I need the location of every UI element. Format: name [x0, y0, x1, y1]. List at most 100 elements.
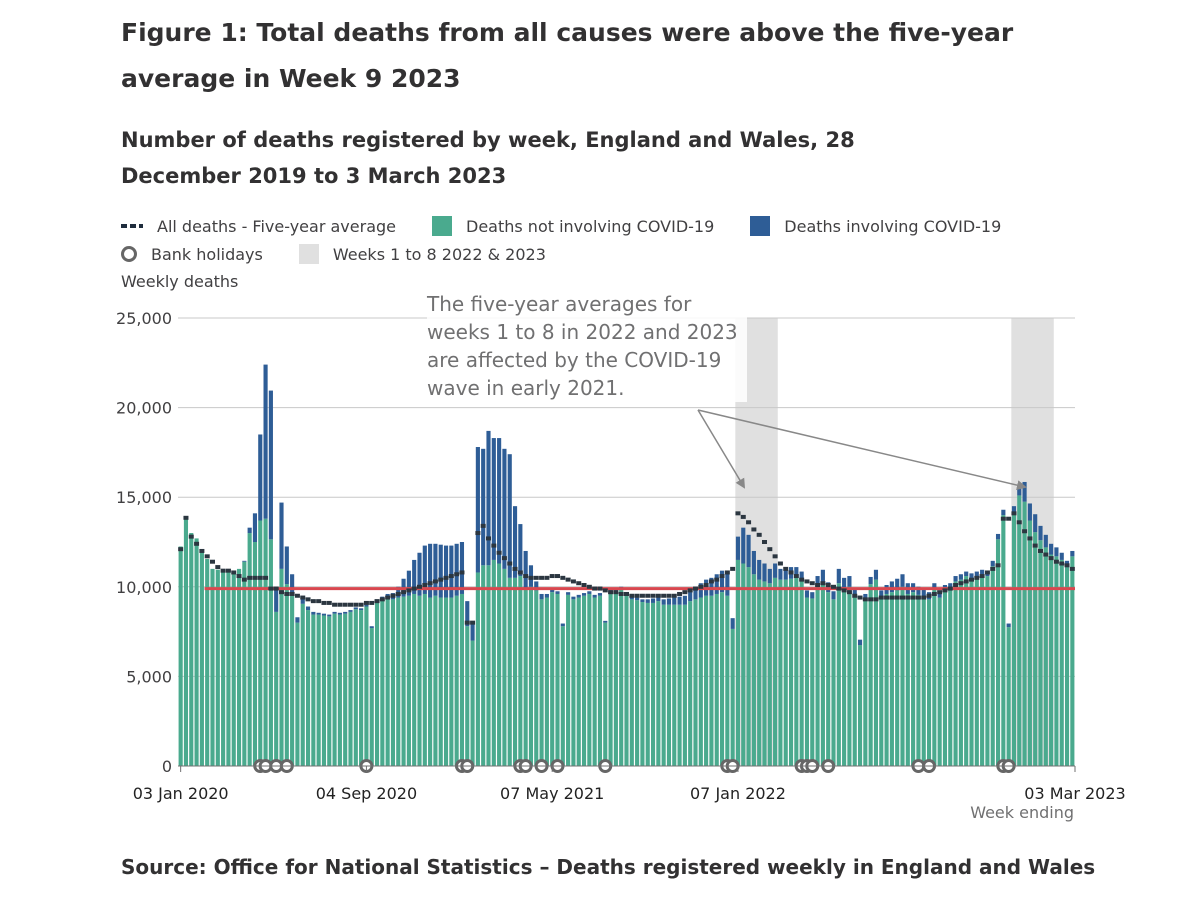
legend-label-average: All deaths - Five-year average [157, 216, 396, 236]
average-marker [698, 584, 704, 589]
annotation-arrows [697, 409, 1027, 491]
average-marker [995, 563, 1001, 568]
legend-label-shaded-weeks: Weeks 1 to 8 2022 & 2023 [332, 244, 546, 264]
average-marker [432, 579, 438, 584]
bar-covid [1006, 623, 1011, 628]
legend-item-covid[interactable]: Deaths involving COVID-19 [750, 216, 1001, 236]
bar-non-covid [831, 599, 836, 766]
legend-swatch-non-covid [432, 216, 452, 236]
bar-covid [698, 583, 703, 598]
legend-label-non-covid: Deaths not involving COVID-19 [466, 216, 715, 236]
bar-non-covid [953, 581, 958, 766]
bar-non-covid [518, 576, 523, 766]
bar-covid [438, 544, 443, 598]
bar-non-covid [581, 595, 587, 766]
bar-non-covid [783, 579, 788, 766]
bar-covid [311, 611, 316, 615]
bar-covid [762, 563, 767, 582]
average-marker [252, 575, 258, 580]
bar-covid [921, 588, 926, 598]
bar-covid [650, 598, 656, 603]
bar-covid [804, 590, 810, 598]
bar-covid [842, 577, 847, 591]
bar-covid [284, 546, 289, 585]
average-marker [273, 586, 279, 591]
bars [178, 364, 1075, 766]
bar-non-covid [836, 583, 841, 766]
bar-covid [550, 588, 555, 593]
average-marker [178, 547, 184, 552]
average-marker [188, 534, 194, 539]
average-marker [480, 523, 486, 528]
bar-non-covid [247, 533, 252, 766]
bar-non-covid [656, 601, 661, 766]
average-marker [363, 600, 369, 605]
average-marker [448, 574, 454, 579]
average-marker [1038, 548, 1043, 553]
average-marker [507, 561, 513, 566]
average-marker [910, 595, 916, 600]
average-marker [937, 590, 943, 595]
y-axis-label: Weekly deaths [121, 272, 239, 291]
average-marker [305, 597, 311, 602]
average-marker [427, 581, 433, 586]
average-marker [1053, 559, 1059, 564]
average-marker [491, 543, 497, 548]
bar-covid [974, 571, 979, 577]
bar-non-covid [194, 538, 199, 766]
average-markers [178, 511, 1075, 625]
bar-non-covid [412, 593, 417, 766]
bar-non-covid [719, 592, 725, 766]
bar-covid [995, 533, 1001, 540]
x-tick-label: 03 Mar 2023 [1024, 784, 1125, 803]
legend-item-non-covid[interactable]: Deaths not involving COVID-19 [432, 216, 714, 236]
bar-non-covid [374, 601, 380, 766]
average-marker [767, 547, 773, 552]
bar-covid [587, 591, 592, 594]
y-tick-label: 15,000 [116, 488, 172, 507]
bar-covid [566, 592, 571, 595]
average-marker [443, 575, 449, 580]
bar-non-covid [454, 595, 459, 766]
bar-covid [353, 607, 358, 610]
average-marker [353, 602, 359, 607]
bar-non-covid [465, 626, 470, 766]
average-marker [289, 591, 295, 596]
legend-item-bank-holidays[interactable]: Bank holidays [121, 245, 263, 264]
legend-item-shaded-weeks[interactable]: Weeks 1 to 8 2022 & 2023 [298, 244, 546, 264]
average-marker [984, 570, 990, 575]
average-marker [671, 593, 677, 598]
bar-non-covid [205, 559, 210, 766]
x-tick-label: 07 Jan 2022 [690, 784, 786, 803]
bar-non-covid [921, 597, 926, 766]
bar-non-covid [305, 610, 311, 766]
bar-non-covid [221, 570, 226, 766]
bar-non-covid [364, 606, 369, 766]
legend-item-average[interactable]: All deaths - Five-year average [121, 217, 396, 236]
average-marker [1048, 556, 1054, 561]
average-marker [294, 593, 300, 598]
bar-non-covid [746, 567, 751, 766]
bar-covid [581, 593, 587, 596]
bar-covid [337, 612, 342, 615]
legend-label-bank-holidays: Bank holidays [151, 244, 263, 264]
bar-covid [948, 583, 953, 589]
bar-covid [1033, 514, 1038, 533]
bar-covid [852, 588, 857, 598]
average-marker [857, 595, 863, 600]
bar-non-covid [1006, 627, 1011, 766]
bar-non-covid [316, 614, 321, 766]
average-marker [236, 574, 242, 579]
average-marker [390, 593, 396, 598]
bar-non-covid [619, 588, 624, 766]
average-marker [958, 581, 964, 586]
bar-non-covid [592, 597, 597, 766]
bar-non-covid [544, 597, 549, 766]
average-marker [799, 577, 805, 582]
average-marker [624, 591, 629, 596]
bar-covid [916, 586, 921, 595]
bar-non-covid [884, 593, 889, 766]
bar-non-covid [969, 577, 974, 766]
average-marker [523, 574, 529, 579]
bar-non-covid [353, 609, 358, 766]
